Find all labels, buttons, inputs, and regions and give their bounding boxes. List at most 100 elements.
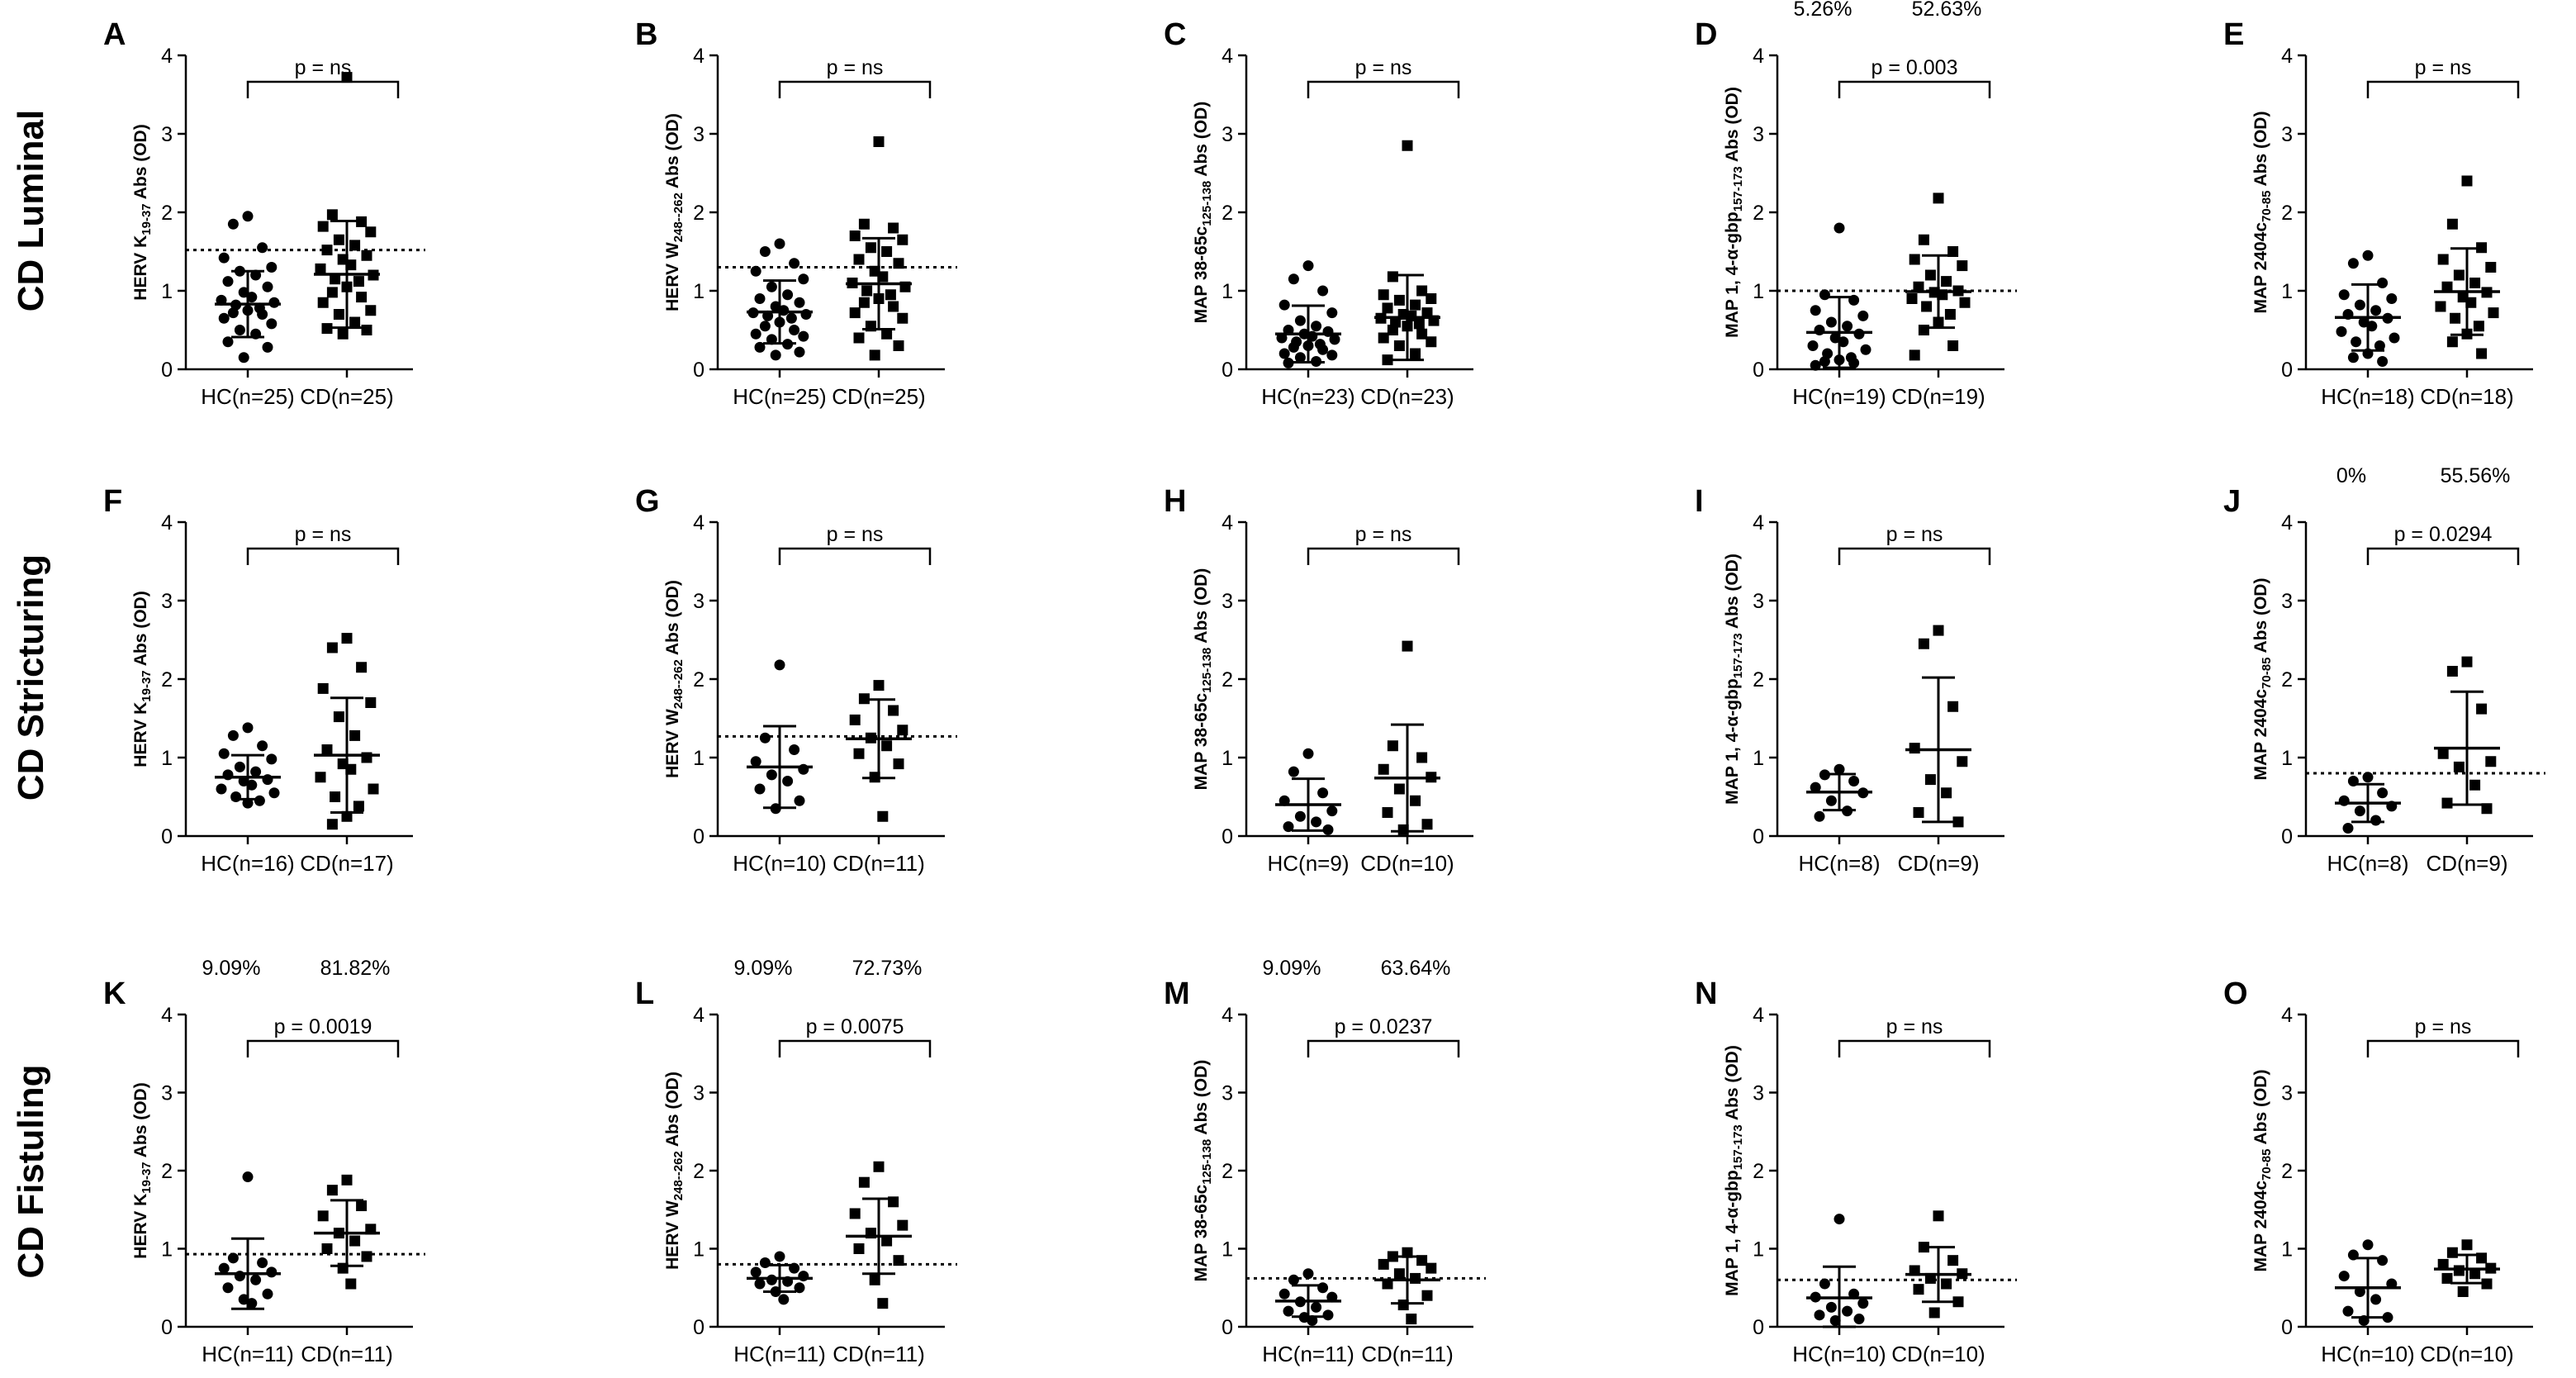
data-point-square: [341, 72, 353, 83]
data-point-square: [853, 332, 865, 344]
y-tick-label: 0: [161, 825, 173, 848]
y-tick-label: 3: [693, 590, 704, 613]
data-point-square: [361, 249, 372, 261]
y-axis-label-main: MAP 38-65c: [1192, 1184, 1211, 1281]
percent-label: 0%: [2336, 464, 2366, 487]
data-point-circle: [1311, 321, 1322, 332]
y-tick-label: 3: [161, 123, 173, 146]
data-point-circle: [1317, 344, 1329, 355]
data-point-circle: [1819, 289, 1830, 301]
data-point-circle: [1814, 810, 1825, 822]
y-axis-label-main: MAP 1, 4-α-gbp: [1723, 678, 1742, 805]
x-tick-label: HC(n=25): [733, 384, 826, 409]
y-tick-label: 0: [1753, 825, 1764, 848]
data-point-circle: [789, 325, 800, 335]
panel-letter: D: [1695, 17, 1717, 52]
data-point-circle: [242, 1171, 254, 1183]
data-point-square: [2461, 1239, 2473, 1251]
data-point-circle: [266, 262, 278, 273]
significance-bracket: [1838, 547, 1991, 565]
y-axis-label-subscript: 125-138: [1200, 181, 1214, 226]
y-axis-label-unit: Abs (OD): [663, 113, 682, 192]
data-point-square: [333, 711, 344, 723]
data-point-square: [326, 1185, 338, 1196]
data-point-circle: [1810, 359, 1821, 371]
data-point-circle: [1829, 1314, 1841, 1326]
y-tick-label: 2: [1222, 668, 1233, 691]
y-tick-label: 3: [2281, 1082, 2293, 1105]
data-point-square: [321, 323, 333, 335]
data-point-circle: [1279, 348, 1290, 359]
panel-b: B 0 1 2 3 4 HERV W248--262 Abs (OD) HC(n=25) CD(…: [635, 17, 957, 409]
data-point-square: [1426, 293, 1437, 304]
y-tick-label: 0: [2281, 1316, 2293, 1339]
y-axis-label-unit: Abs (OD): [1723, 1045, 1742, 1124]
data-point-square: [2469, 779, 2481, 791]
data-point-circle: [794, 297, 805, 308]
data-point-circle: [1317, 1282, 1329, 1294]
panel-letter: N: [1695, 976, 1717, 1011]
data-point-square: [2461, 175, 2473, 187]
data-point-square: [1402, 140, 1413, 151]
panel-letter: B: [635, 17, 657, 52]
data-point-square: [1947, 1255, 1959, 1266]
data-point-square: [321, 245, 333, 256]
data-point-circle: [1857, 310, 1869, 321]
data-point-square: [897, 1219, 908, 1231]
x-tick-label: HC(n=11): [1262, 1342, 1354, 1366]
y-axis-label: MAP 1, 4-α-gbp157-173 Abs (OD): [1723, 554, 1745, 805]
y-tick-label: 2: [161, 1160, 173, 1183]
data-point-square: [877, 810, 889, 822]
data-point-square: [873, 680, 885, 691]
data-point-circle: [1294, 315, 1306, 326]
data-point-circle: [2354, 299, 2365, 311]
data-point-square: [849, 307, 861, 319]
y-axis-label-unit: Abs (OD): [663, 1072, 682, 1151]
data-point-circle: [246, 292, 258, 303]
data-point-square: [330, 273, 341, 285]
x-tick-label: CD(n=25): [300, 384, 393, 409]
y-tick-label: 4: [161, 511, 173, 535]
data-point-square: [1913, 1284, 1924, 1295]
y-axis-label-subscript: 125-138: [1200, 1139, 1214, 1185]
data-point-square: [345, 763, 357, 775]
data-point-square: [1382, 302, 1393, 314]
data-point-circle: [230, 791, 242, 802]
data-point-square: [2469, 278, 2481, 288]
data-point-circle: [1819, 1278, 1830, 1290]
panel-letter: O: [2223, 976, 2248, 1011]
data-point-square: [1957, 260, 1968, 272]
data-point-circle: [266, 318, 278, 330]
x-tick-label: HC(n=18): [2321, 384, 2414, 409]
data-point-square: [865, 242, 876, 254]
data-point-square: [849, 230, 861, 241]
y-axis-label-main: HERV K: [131, 1194, 150, 1259]
x-tick-label: HC(n=10): [2321, 1342, 2414, 1366]
y-axis-label: MAP 2404c70-85 Abs (OD): [2251, 1070, 2274, 1272]
y-tick-label: 2: [2281, 1160, 2293, 1183]
data-point-circle: [2358, 316, 2370, 328]
significance-bracket: [246, 1039, 400, 1057]
data-point-square: [1426, 1262, 1437, 1274]
data-point-circle: [234, 325, 245, 335]
data-point-circle: [227, 307, 239, 319]
x-tick-label: HC(n=10): [1792, 1342, 1886, 1366]
data-point-circle: [2338, 1271, 2350, 1282]
data-point-square: [849, 714, 861, 725]
y-tick-label: 3: [693, 1082, 704, 1105]
data-point-square: [326, 287, 338, 298]
data-point-circle: [257, 740, 268, 752]
data-point-circle: [227, 729, 239, 741]
data-point-square: [1416, 752, 1428, 763]
data-point-square: [349, 1235, 361, 1247]
y-axis-label-main: MAP 1, 4-α-gbp: [1723, 211, 1742, 338]
data-point-square: [885, 289, 896, 301]
data-point-square: [1941, 276, 1952, 287]
data-point-square: [1921, 301, 1933, 312]
y-axis-label-unit: Abs (OD): [131, 124, 150, 203]
data-point-square: [1913, 281, 1924, 292]
p-value-label: p = ns: [2415, 1015, 2472, 1038]
y-tick-label: 0: [161, 1316, 173, 1339]
panel-k: K 0 1 2 3 4 HERV K19-37 Abs (OD) HC(n=11) 9.09% C…: [103, 957, 425, 1366]
data-point-square: [349, 316, 361, 328]
